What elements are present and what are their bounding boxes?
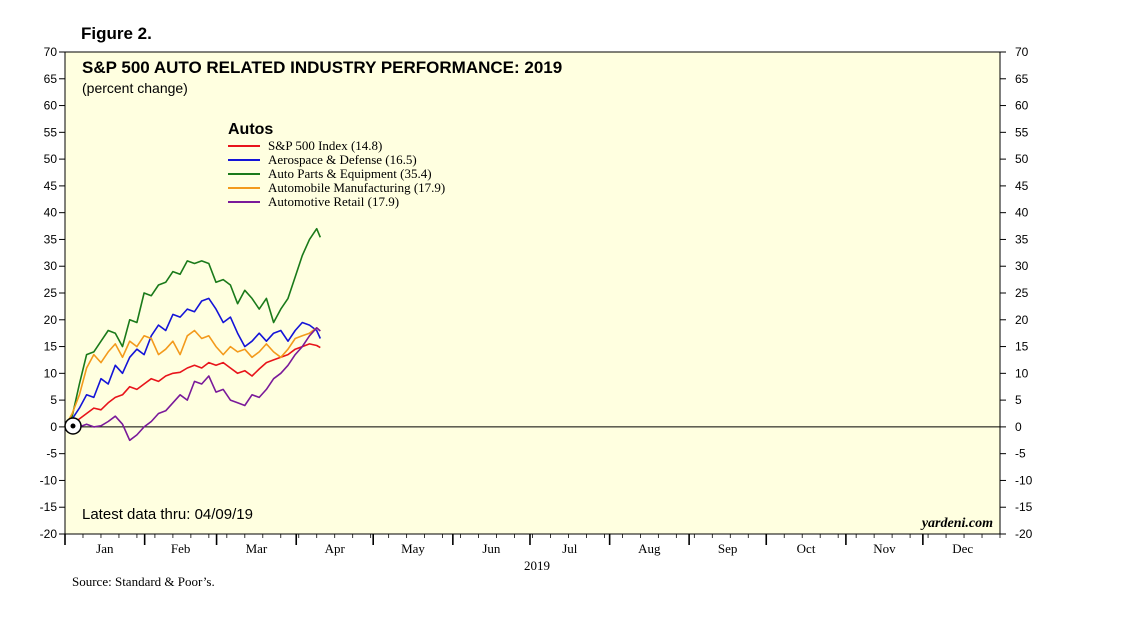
y-tick-label-left: 45 <box>44 179 58 193</box>
x-axis-label: 2019 <box>524 558 550 573</box>
legend-label-aerospace: Aerospace & Defense (16.5) <box>268 152 417 167</box>
y-tick-label-right: -5 <box>1015 447 1026 461</box>
plot-area <box>64 51 1001 535</box>
series-group <box>64 227 322 442</box>
latest-data-note: Latest data thru: 04/09/19 <box>82 506 253 523</box>
y-tick-label-right: 55 <box>1015 125 1029 139</box>
y-tick-label-right: 65 <box>1015 72 1029 86</box>
y-tick-label-right: 5 <box>1015 393 1022 407</box>
x-tick-label: May <box>401 541 425 556</box>
x-tick-label: Mar <box>246 541 268 556</box>
y-tick-label-left: 25 <box>44 286 58 300</box>
series-line-automfg <box>64 326 321 428</box>
y-tick-label-right: 0 <box>1015 420 1022 434</box>
x-tick-label: Nov <box>873 541 896 556</box>
legend-label-retail: Automotive Retail (17.9) <box>268 194 399 209</box>
y-tick-label-left: 15 <box>44 340 58 354</box>
y-tick-label-right: -10 <box>1015 473 1033 487</box>
legend-label-automfg: Automobile Manufacturing (17.9) <box>268 180 445 195</box>
y-tick-label-left: 70 <box>44 45 58 59</box>
y-tick-label-right: 40 <box>1015 206 1029 220</box>
y-tick-label-left: 20 <box>44 313 58 327</box>
chart-subtitle: (percent change) <box>82 80 188 96</box>
y-tick-label-right: 30 <box>1015 259 1029 273</box>
y-tick-label-left: 35 <box>44 232 58 246</box>
y-tick-label-left: 60 <box>44 99 58 113</box>
series-line-aerospace <box>64 297 322 428</box>
legend-title: Autos <box>228 121 273 138</box>
y-tick-label-left: 5 <box>50 393 57 407</box>
y-tick-label-right: 15 <box>1015 340 1029 354</box>
y-tick-label-left: 50 <box>44 152 58 166</box>
y-tick-label-right: 70 <box>1015 45 1029 59</box>
x-tick-label: Dec <box>952 541 973 556</box>
legend-label-sp500: S&P 500 Index (14.8) <box>268 138 382 153</box>
series-line-retail <box>64 326 321 442</box>
y-axis-left: -20 -15 -10 -5 0 5 10 15 20 25 30 35 40 45 50 55 60 65 70 <box>40 45 65 541</box>
y-tick-label-right: 10 <box>1015 366 1029 380</box>
y-tick-label-right: -15 <box>1015 500 1033 514</box>
x-axis: Jan Feb Mar Apr May Jun Jul Aug Sep Oct Nov Dec <box>64 534 1001 556</box>
y-tick-label-left: 65 <box>44 72 58 86</box>
y-tick-label-left: -10 <box>40 473 58 487</box>
chart-title: S&P 500 AUTO RELATED INDUSTRY PERFORMANC… <box>82 58 562 77</box>
x-tick-label: Jun <box>482 541 501 556</box>
y-tick-label-left: 10 <box>44 366 58 380</box>
x-tick-label: Feb <box>171 541 191 556</box>
y-tick-label-right: 35 <box>1015 232 1029 246</box>
x-tick-label: Aug <box>638 541 661 556</box>
x-tick-label: Jan <box>96 541 114 556</box>
origin-marker <box>64 417 82 435</box>
source-note: Source: Standard & Poor’s. <box>72 574 215 589</box>
y-tick-label-left: -5 <box>46 447 57 461</box>
y-tick-label-left: 40 <box>44 206 58 220</box>
y-tick-label-right: 25 <box>1015 286 1029 300</box>
yardeni-watermark: yardeni.com <box>920 516 993 531</box>
series-line-autoparts <box>64 227 322 428</box>
y-tick-label-right: 45 <box>1015 179 1029 193</box>
x-tick-label: Sep <box>718 541 738 556</box>
y-tick-label-left: 30 <box>44 259 58 273</box>
y-axis-right: -20 -15 -10 -5 0 5 10 15 20 25 30 35 40 45 50 55 60 65 70 <box>1000 45 1033 541</box>
y-tick-label-right: 60 <box>1015 99 1029 113</box>
y-tick-label-right: 50 <box>1015 152 1029 166</box>
y-tick-label-right: 20 <box>1015 313 1029 327</box>
y-tick-label-left: -15 <box>40 500 58 514</box>
y-tick-label-left: 55 <box>44 125 58 139</box>
y-tick-label-left: 0 <box>50 420 57 434</box>
legend: Autos S&P 500 Index (14.8)Aerospace & De… <box>228 121 445 209</box>
legend-label-autoparts: Auto Parts & Equipment (35.4) <box>268 166 432 181</box>
x-tick-label: Apr <box>325 541 346 556</box>
x-tick-label: Oct <box>797 541 816 556</box>
figure-label: Figure 2. <box>81 24 152 43</box>
y-tick-label-right: -20 <box>1015 527 1033 541</box>
y-tick-label-left: -20 <box>40 527 58 541</box>
x-tick-label: Jul <box>562 541 578 556</box>
